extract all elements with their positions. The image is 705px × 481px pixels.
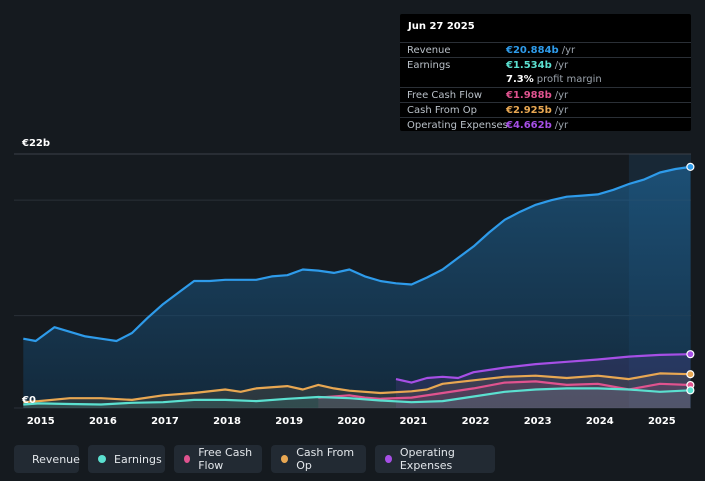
- tooltip-row-unit: /yr: [561, 45, 576, 56]
- tooltip-row-value: €2.925b/yr: [506, 105, 569, 116]
- tooltip-row: Earnings €1.534b/yr: [400, 57, 691, 72]
- tooltip-row: 7.3% profit margin: [400, 72, 691, 86]
- x-tick-label: 2015: [26, 416, 55, 427]
- tooltip-row-label: Cash From Op: [407, 105, 478, 116]
- earnings-line: [23, 387, 691, 406]
- legend-item-revenue[interactable]: Revenue: [14, 445, 80, 473]
- x-tick-label: 2019: [275, 416, 304, 427]
- y-axis-bottom-label: €0: [22, 395, 36, 406]
- operating-expenses-end-point: [686, 350, 695, 359]
- legend-label: Revenue: [32, 452, 80, 466]
- tooltip-date: Jun 27 2025: [408, 21, 475, 32]
- tooltip-row-unit: /yr: [554, 60, 569, 71]
- legend-label: Earnings: [114, 452, 162, 466]
- x-tick-label: 2025: [647, 416, 676, 427]
- revenue-line: [23, 165, 691, 343]
- cash-from-op-line: [23, 372, 691, 404]
- legend-color-dot-icon: [385, 455, 392, 463]
- tooltip-row-label: Operating Expenses: [407, 120, 508, 131]
- x-tick-label: 2022: [461, 416, 490, 427]
- tooltip-row-unit: /yr: [554, 90, 569, 101]
- legend-item-operating-expenses[interactable]: Operating Expenses: [375, 445, 495, 473]
- free-cash-flow-line: [318, 380, 691, 400]
- x-tick-label: 2021: [399, 416, 428, 427]
- revenue-area: [23, 166, 691, 408]
- x-tick-label: 2018: [213, 416, 242, 427]
- earnings-end-point: [686, 386, 695, 395]
- tooltip-row-label: Earnings: [407, 60, 451, 71]
- revenue-end-point: [686, 162, 695, 171]
- tooltip-row-label: Revenue: [407, 45, 451, 56]
- tooltip-row-value: €1.988b/yr: [506, 90, 569, 101]
- tooltip-row-value: 7.3% profit margin: [506, 74, 602, 85]
- legend-item-free-cash-flow[interactable]: Free Cash Flow: [174, 445, 262, 473]
- x-tick-label: 2020: [337, 416, 366, 427]
- tooltip-row: Free Cash Flow €1.988b/yr: [400, 87, 691, 102]
- x-tick-label: 2017: [151, 416, 179, 427]
- legend-item-earnings[interactable]: Earnings: [88, 445, 165, 473]
- tooltip-row-unit: profit margin: [536, 74, 602, 85]
- y-axis-top-label: €22b: [22, 138, 51, 149]
- x-tick-label: 2023: [523, 416, 552, 427]
- cash-from-op-end-point: [686, 370, 695, 379]
- tooltip-row: Cash From Op €2.925b/yr: [400, 102, 691, 117]
- legend-color-dot-icon: [281, 455, 289, 463]
- tooltip-row-unit: /yr: [554, 120, 569, 131]
- tooltip-row-unit: /yr: [554, 105, 569, 116]
- legend-item-cash-from-op[interactable]: Cash From Op: [271, 445, 366, 473]
- legend-color-dot-icon: [98, 455, 106, 463]
- operating-expenses-line: [395, 353, 691, 384]
- tooltip-row: Operating Expenses €4.662b/yr: [400, 117, 691, 132]
- earnings-area: [23, 388, 691, 408]
- legend-label: Operating Expenses: [399, 446, 455, 472]
- tooltip-row-value: €20.884b/yr: [506, 45, 576, 56]
- legend-label: Cash From Op: [296, 446, 355, 472]
- legend-color-dot-icon: [184, 455, 191, 463]
- operating-expenses-area: [396, 354, 691, 408]
- tooltip-row-value: €4.662b/yr: [506, 120, 569, 131]
- tooltip-row: Revenue €20.884b/yr: [400, 42, 691, 57]
- x-tick-label: 2024: [585, 416, 614, 427]
- tooltip-row-value: €1.534b/yr: [506, 60, 569, 71]
- x-tick-label: 2016: [88, 416, 117, 427]
- legend-label: Free Cash Flow: [198, 446, 253, 472]
- tooltip-row-label: Free Cash Flow: [407, 90, 483, 101]
- tooltip: Jun 27 2025 Revenue €20.884b/yr Earnings €1…: [400, 14, 691, 131]
